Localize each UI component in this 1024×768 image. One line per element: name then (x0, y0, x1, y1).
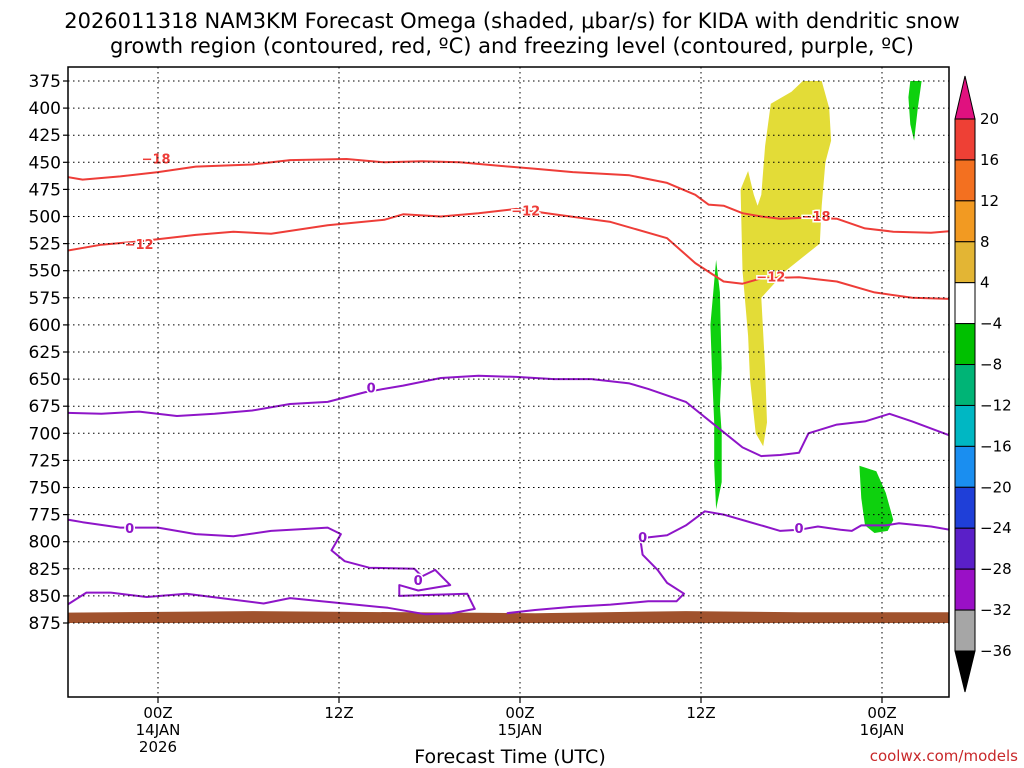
colorbar-label-5: −4 (980, 315, 1002, 333)
y-tick-label-475: 475 (29, 180, 61, 200)
y-tick-label-875: 875 (29, 614, 61, 634)
y-tick-label-675: 675 (29, 397, 61, 417)
y-tick-label-775: 775 (29, 506, 61, 526)
y-tick-label-725: 725 (29, 451, 61, 471)
colorbar-bin-12 (954, 568, 976, 611)
shaded-omega-positive (740, 81, 832, 447)
colorbar-label-6: −8 (980, 356, 1002, 374)
colorbar: 20 16 12 8 4 −4 −8 −12 −16 −20 −24 −28 −32 −36 (954, 75, 1012, 693)
contour-freezing-level-lower-0-east (506, 510, 949, 615)
plot-content (68, 81, 949, 623)
contour-label-freezing-level-lower-0-0: 0 (125, 522, 134, 537)
x-tick-label-0-2: 2026 (139, 738, 177, 756)
chart-title-line1: 2026011318 NAM3KM Forecast Omega (shaded… (64, 9, 960, 33)
colorbar-bin-2 (954, 159, 976, 202)
y-tick-label-800: 800 (29, 533, 61, 553)
colorbar-label-12: −32 (980, 601, 1012, 619)
shaded-omega-negative-2 (908, 81, 922, 141)
contour-label-dgz-lower-minus12-2: −12 (756, 271, 785, 286)
x-tick-label-38.4-0: 00Z (867, 704, 896, 722)
colorbar-label-2: 12 (980, 192, 999, 210)
y-tick-label-425: 425 (29, 126, 61, 146)
colorbar-bin-7 (954, 364, 976, 406)
y-tick-label-825: 825 (29, 560, 61, 580)
y-tick-label-850: 850 (29, 587, 61, 607)
colorbar-bin-1 (954, 118, 976, 161)
terrain-ground (68, 611, 949, 623)
shaded-omega-negative-3 (859, 465, 894, 533)
colorbar-label-1: 16 (980, 151, 999, 169)
y-tick-label-700: 700 (29, 424, 61, 444)
grid (68, 67, 949, 697)
x-tick-label-38.4-1: 16JAN (860, 721, 905, 739)
y-tick-label-550: 550 (29, 262, 61, 282)
x-axis-label: Forecast Time (UTC) (414, 746, 605, 768)
contour-dgz-lower-minus12 (68, 207, 949, 300)
contour-label-dgz-lower-minus12-0: −12 (125, 238, 154, 253)
colorbar-bin-4 (954, 241, 976, 284)
y-tick-label-600: 600 (29, 316, 61, 336)
colorbar-label-9: −20 (980, 478, 1012, 496)
shaded-omega-negative-1 (710, 259, 722, 510)
source-credit: coolwx.com/models (870, 747, 1018, 765)
plot-area: −18 −18 −12 −12 −12 0 0 0 0 0 (68, 81, 949, 623)
x-tick-label-19.2-0: 00Z (505, 704, 534, 722)
colorbar-label-13: −36 (980, 642, 1012, 660)
y-tick-label-400: 400 (29, 99, 61, 119)
y-tick-label-625: 625 (29, 343, 61, 363)
colorbar-label-11: −28 (980, 560, 1012, 578)
colorbar-bin-9 (954, 445, 976, 488)
y-tick-label-575: 575 (29, 289, 61, 309)
colorbar-end-bottom (954, 650, 976, 693)
contour-labels: −18 −18 −12 −12 −12 0 0 0 0 0 (123, 151, 832, 591)
y-axis-ticks: 375 400 425 450 475 500 525 550 575 600 625 650 675 7… (29, 72, 68, 634)
contour-dgz-upper-minus18 (68, 158, 949, 234)
contour-label-freezing-level-lower-0-1: 0 (414, 574, 423, 589)
contour-label-freezing-level-lower-0-3: 0 (794, 522, 803, 537)
contour-label-freezing-level-upper-0-0: 0 (367, 381, 376, 396)
colorbar-bin-13 (954, 609, 976, 652)
colorbar-bin-5 (954, 282, 976, 325)
colorbar-bin-0 (954, 75, 976, 120)
x-tick-label-28.8-0: 12Z (686, 704, 715, 722)
colorbar-bin-3 (954, 200, 976, 243)
x-tick-label-9.6-0: 12Z (324, 704, 353, 722)
contour-label-dgz-upper-minus18-0: −18 (142, 153, 171, 168)
colorbar-bin-10 (954, 486, 976, 529)
x-tick-label-19.2-1: 15JAN (498, 721, 543, 739)
colorbar-label-10: −24 (980, 519, 1012, 537)
colorbar-bin-6 (954, 323, 976, 366)
x-tick-label-0-0: 00Z (143, 704, 172, 722)
contour-label-freezing-level-lower-0-2: 0 (638, 531, 647, 546)
colorbar-label-4: 4 (980, 274, 990, 292)
colorbar-bin-11 (954, 527, 976, 570)
colorbar-label-0: 20 (980, 110, 999, 128)
y-tick-label-500: 500 (29, 208, 61, 228)
contour-freezing-level-lower-0 (68, 518, 476, 616)
colorbar-label-3: 8 (980, 233, 990, 251)
x-tick-label-0-1: 14JAN (136, 721, 181, 739)
contour-label-dgz-upper-minus18-1: −18 (802, 210, 831, 225)
y-tick-label-750: 750 (29, 479, 61, 499)
colorbar-label-8: −16 (980, 437, 1012, 455)
contour-freezing-level-upper-0 (68, 374, 949, 458)
y-tick-label-450: 450 (29, 153, 61, 173)
colorbar-bin-8 (954, 404, 976, 447)
y-tick-label-650: 650 (29, 370, 61, 390)
y-tick-label-375: 375 (29, 72, 61, 92)
colorbar-label-7: −12 (980, 396, 1012, 414)
y-tick-label-525: 525 (29, 235, 61, 255)
chart-title-line2: growth region (contoured, red, ºC) and f… (110, 34, 914, 58)
contour-label-dgz-lower-minus12-1: −12 (511, 205, 540, 220)
plot-frame (67, 66, 950, 698)
